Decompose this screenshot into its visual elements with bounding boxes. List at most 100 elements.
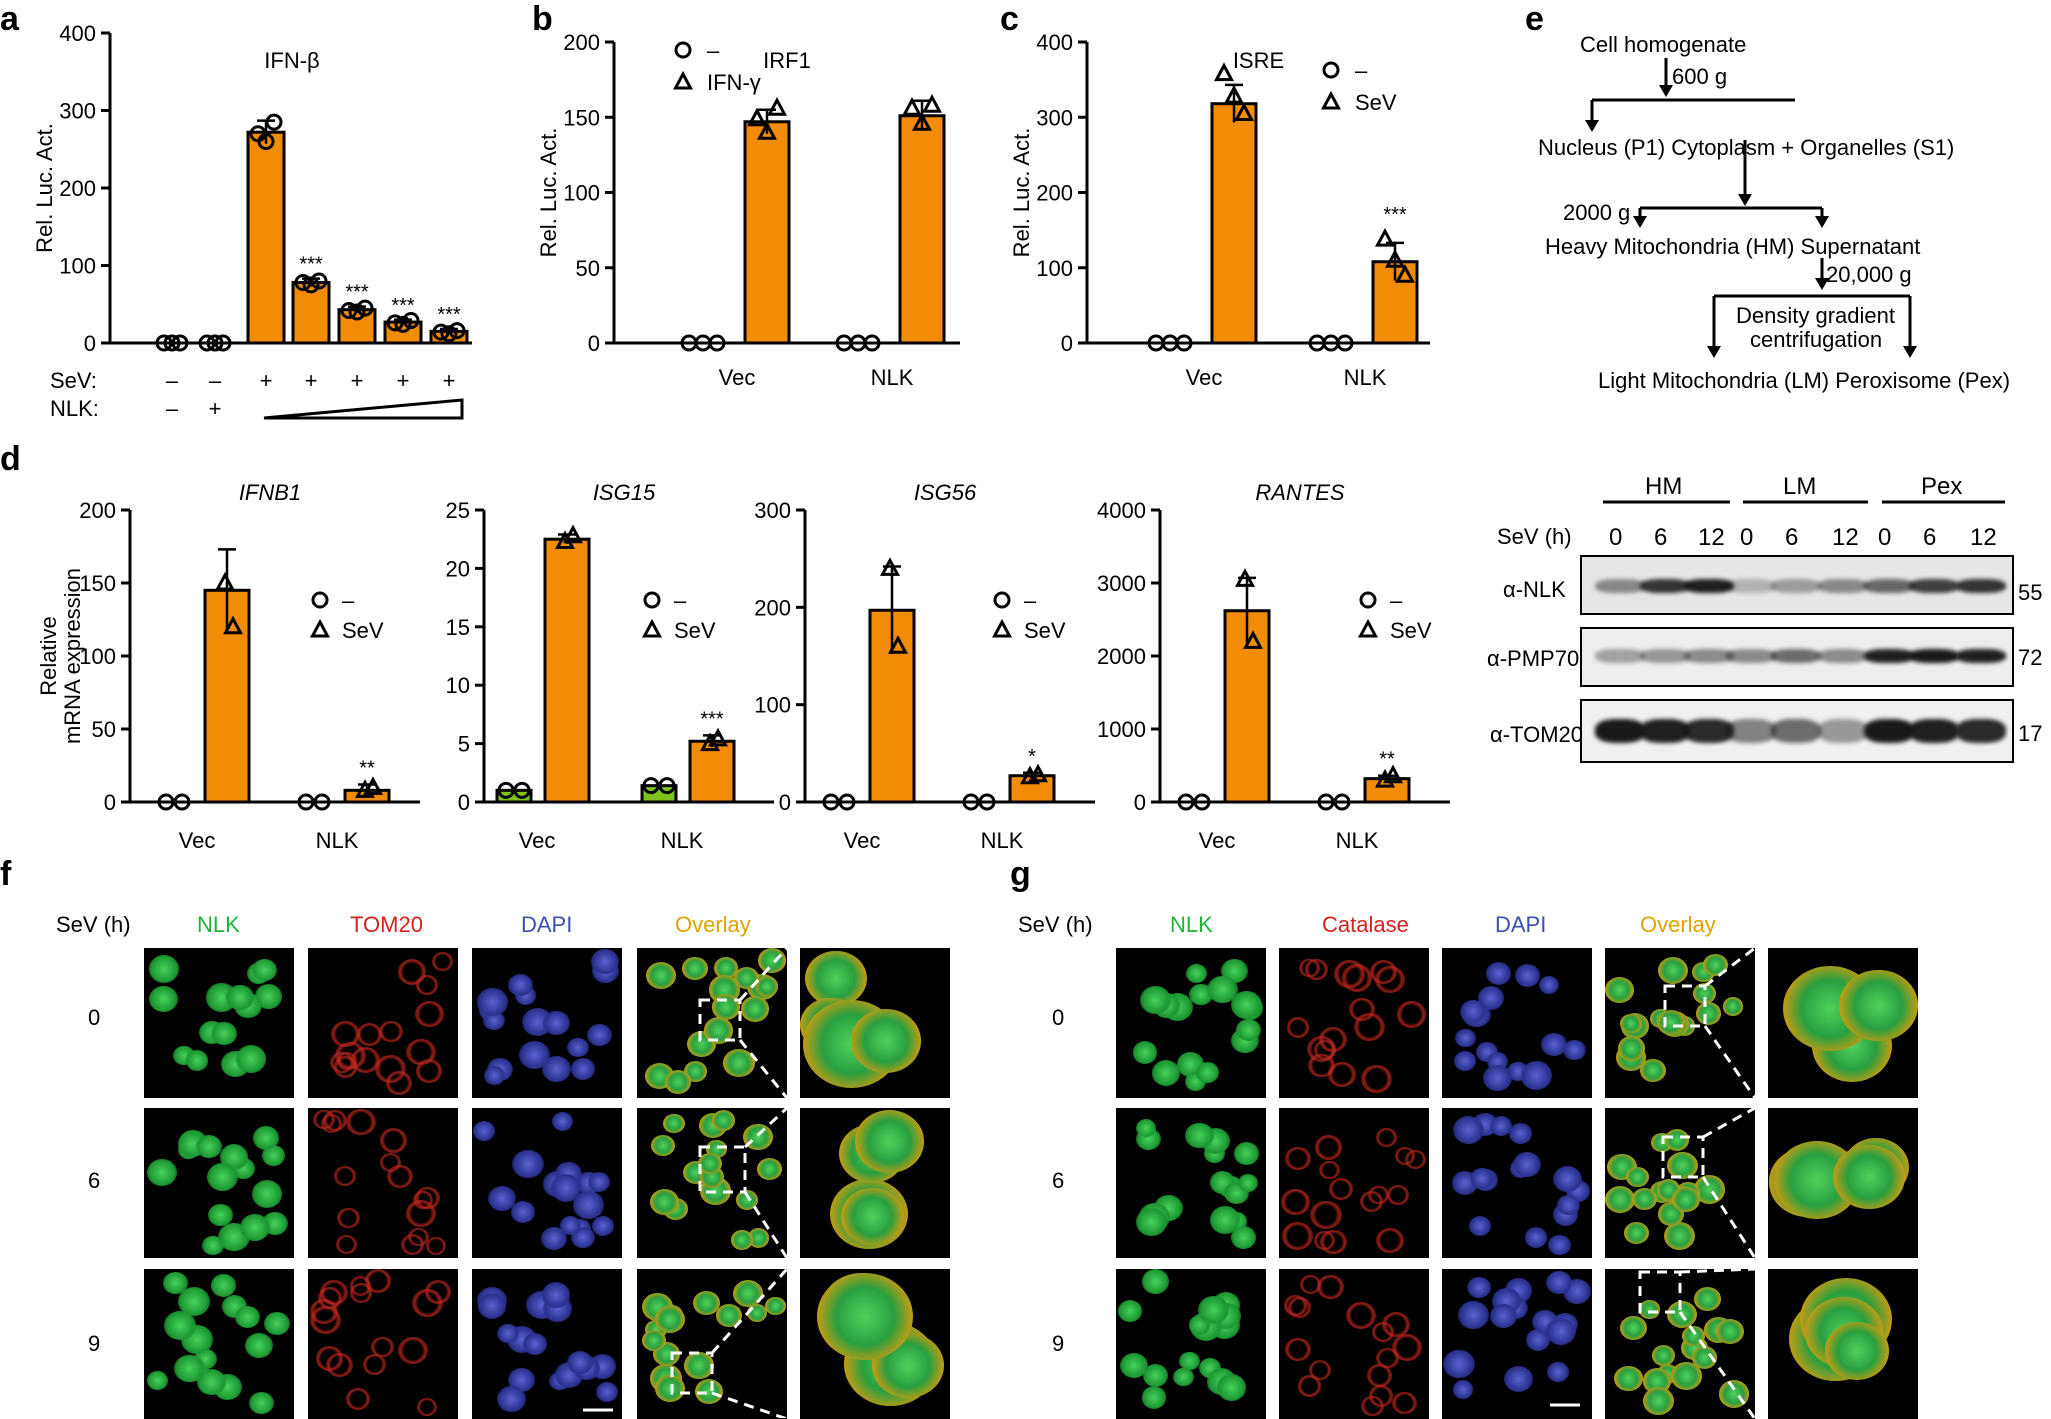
g-image-r2-c0-cell-15 <box>1197 1295 1230 1324</box>
g-image-r0-c2-cell-6 <box>1455 1028 1476 1047</box>
d1-bar-ctrl-0 <box>495 788 533 804</box>
a-bar-5 <box>383 320 423 345</box>
blot-time-2: 12 <box>1698 524 1725 551</box>
blot-tom20 <box>1580 699 2014 763</box>
f-image-r2-c1-cell-12 <box>371 1336 395 1358</box>
d0-legend-1: SeV <box>342 618 384 643</box>
f-image-r0-c0-cell-7 <box>148 986 179 1013</box>
d2-tri-0-1 <box>887 635 909 654</box>
g-image-r2-c3-cell-2 <box>1652 1345 1676 1367</box>
f-image-r0-c3-cell-6 <box>704 1017 734 1044</box>
g-col-catalase: Catalase <box>1322 912 1409 937</box>
d1-ytick-label-2: 10 <box>446 673 470 698</box>
d1-circle-0-0 <box>497 781 515 799</box>
b-circle-1-1 <box>849 334 867 352</box>
d2-circle-0-1 <box>838 793 856 811</box>
d2-circle-1-0 <box>962 793 980 811</box>
d3-title: RANTES <box>1255 480 1345 505</box>
blot-pmp70-band-3 <box>1726 649 1776 663</box>
d1-xtick-1: NLK <box>661 828 704 853</box>
f-image-r2-c3-cell-15 <box>695 1379 724 1405</box>
g-image-r1-c1-cell-4 <box>1376 1227 1404 1253</box>
b-bar-0 <box>743 120 791 345</box>
f-image-r0-c1 <box>308 948 458 1098</box>
d0-xtick-0: Vec <box>179 828 216 853</box>
g-image-r1-c2-cell-11 <box>1524 1227 1548 1248</box>
f-image-r1-c1-cell-9 <box>414 1186 440 1210</box>
a-point-3-0 <box>294 274 312 292</box>
g-image-r1-c3 <box>1605 1108 1755 1258</box>
c-xtick-1: NLK <box>1344 365 1387 390</box>
a-sev-mark-3: + <box>305 368 318 393</box>
b-ytick-label-3: 150 <box>563 105 600 130</box>
blot-nlk-band-8 <box>1956 579 2006 593</box>
g-image-r1-c1 <box>1279 1108 1429 1258</box>
f-image-r0-c3-cell-11 <box>755 976 779 997</box>
blot-pmp70-band-4 <box>1771 649 1821 663</box>
blot-nlk-band-4 <box>1771 579 1821 593</box>
b-circle-1-0 <box>835 334 853 352</box>
f-image-r1-c1-cell-12 <box>337 1207 360 1228</box>
blot-nlk-band-6 <box>1864 579 1914 593</box>
a-point-6-1 <box>440 325 458 343</box>
b-tri-1-1 <box>911 112 933 131</box>
g-image-r2-c0-cell-8 <box>1173 1367 1194 1387</box>
blot-row-label-pmp70: α-PMP70 <box>1487 646 1580 671</box>
f-col-dapi: DAPI <box>521 912 573 937</box>
flow-arrow-4 <box>1633 216 1647 228</box>
g-image-r0-c1-cell-7 <box>1286 1017 1310 1038</box>
f-image-r1-c1 <box>308 1108 458 1258</box>
flow-arrow-7 <box>1707 346 1721 358</box>
f-image-r0-c2-cell-9 <box>518 1041 550 1069</box>
blot-row-label-nlk: α-NLK <box>1503 577 1566 602</box>
g-image-r0-c1-cell-11 <box>1370 959 1398 984</box>
f-image-r1-c0-cell-10 <box>262 1145 286 1166</box>
g-zoom-r1-cell-3 <box>1833 1144 1905 1209</box>
a-point-6-0 <box>432 323 450 341</box>
g-image-r2-c2-cell-11 <box>1467 1277 1491 1299</box>
d1-bar-ctrl-1 <box>640 784 678 804</box>
g-image-r1-c1-cell-11 <box>1315 1135 1343 1161</box>
a-ytick-label-0: 0 <box>84 331 96 356</box>
blot-nlk <box>1580 555 2014 615</box>
d0-circle-0-1 <box>173 793 191 811</box>
b-circle-0-1 <box>694 334 712 352</box>
blot-tom20-band-5 <box>1818 719 1868 743</box>
c-bar-0 <box>1210 102 1258 345</box>
blot-pmp70-band-5 <box>1818 649 1868 663</box>
g-image-r2-c2-cell-9 <box>1546 1318 1577 1346</box>
f-image-r2-c3-cell-5 <box>716 1304 742 1328</box>
g-image-r2-c1-cell-3 <box>1308 1360 1331 1380</box>
blot-pmp70-band-6 <box>1864 649 1914 663</box>
f-image-r0-c3-cell-12 <box>711 994 741 1020</box>
g-image-r0-c3-cell-9 <box>1620 1013 1642 1034</box>
a-sev-label: SeV: <box>50 368 97 393</box>
a-ytick-label-3: 300 <box>59 99 96 124</box>
f-image-r1-c1-cell-11 <box>407 1227 429 1247</box>
g-image-r0-c0-cell-2 <box>1185 964 1207 984</box>
g-image-r2-c0-cell-14 <box>1118 1300 1142 1322</box>
g-image-r1-c2-cell-14 <box>1508 1123 1533 1144</box>
f-image-r2-c2-cell-10 <box>496 1386 526 1413</box>
f-col-nlk: NLK <box>197 912 240 937</box>
c-legend-0: – <box>1355 58 1368 83</box>
f-image-r2-c1 <box>308 1269 458 1419</box>
c-tri-1-1 <box>1384 249 1406 268</box>
d3-bar-0 <box>1223 609 1271 804</box>
f-image-r2-c0-cell-1 <box>163 1272 188 1295</box>
d2-legend-0: – <box>1024 588 1037 613</box>
g-image-r0-c1-cell-15 <box>1314 1039 1337 1060</box>
b-tri-0-1 <box>756 121 778 140</box>
d2-legend-tri <box>991 618 1013 638</box>
d3-ytick-label-2: 2000 <box>1097 644 1146 669</box>
d2-ytick-label-0: 0 <box>779 790 791 815</box>
panel-letter-d: d <box>0 440 21 478</box>
g-image-r0-c2 <box>1442 948 1592 1098</box>
b-tri-0-0 <box>746 107 768 127</box>
a-title: IFN-β <box>264 48 319 73</box>
f-image-r1-c2-cell-14 <box>587 1171 610 1192</box>
g-image-r1-c0-cell-12 <box>1185 1122 1214 1149</box>
f-image-r1-c1-cell-5 <box>346 1108 377 1136</box>
d3-circle-0-1 <box>1193 793 1211 811</box>
b-ytick-label-2: 100 <box>563 181 600 206</box>
